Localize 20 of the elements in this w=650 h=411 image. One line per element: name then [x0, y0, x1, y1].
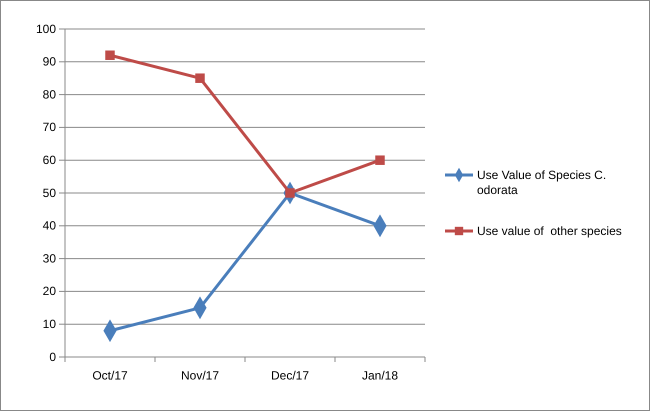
y-tick-label: 30 [42, 251, 56, 266]
y-tick-label: 90 [42, 54, 56, 69]
legend-label: Use Value of Species C. odorata [477, 168, 606, 197]
y-tick-label: 70 [42, 120, 56, 134]
y-tick-label: 0 [49, 350, 56, 364]
y-tick-label: 60 [42, 153, 56, 168]
point [195, 73, 205, 83]
y-tick-label: 10 [42, 317, 56, 332]
x-tick-label: Jan/18 [362, 368, 398, 383]
x-tick-label: Oct/17 [92, 368, 128, 383]
point [375, 155, 385, 165]
y-tick-label: 80 [42, 87, 56, 102]
y-tick-label: 50 [42, 186, 56, 200]
x-tick-label: Nov/17 [180, 368, 220, 383]
point [105, 50, 115, 60]
y-tick-label: 40 [42, 218, 56, 233]
y-tick-label: 100 [36, 22, 56, 36]
y-tick-label: 20 [42, 284, 56, 298]
x-tick-label: Dec/17 [270, 368, 310, 383]
legend-label: Use value of other species [477, 224, 622, 238]
